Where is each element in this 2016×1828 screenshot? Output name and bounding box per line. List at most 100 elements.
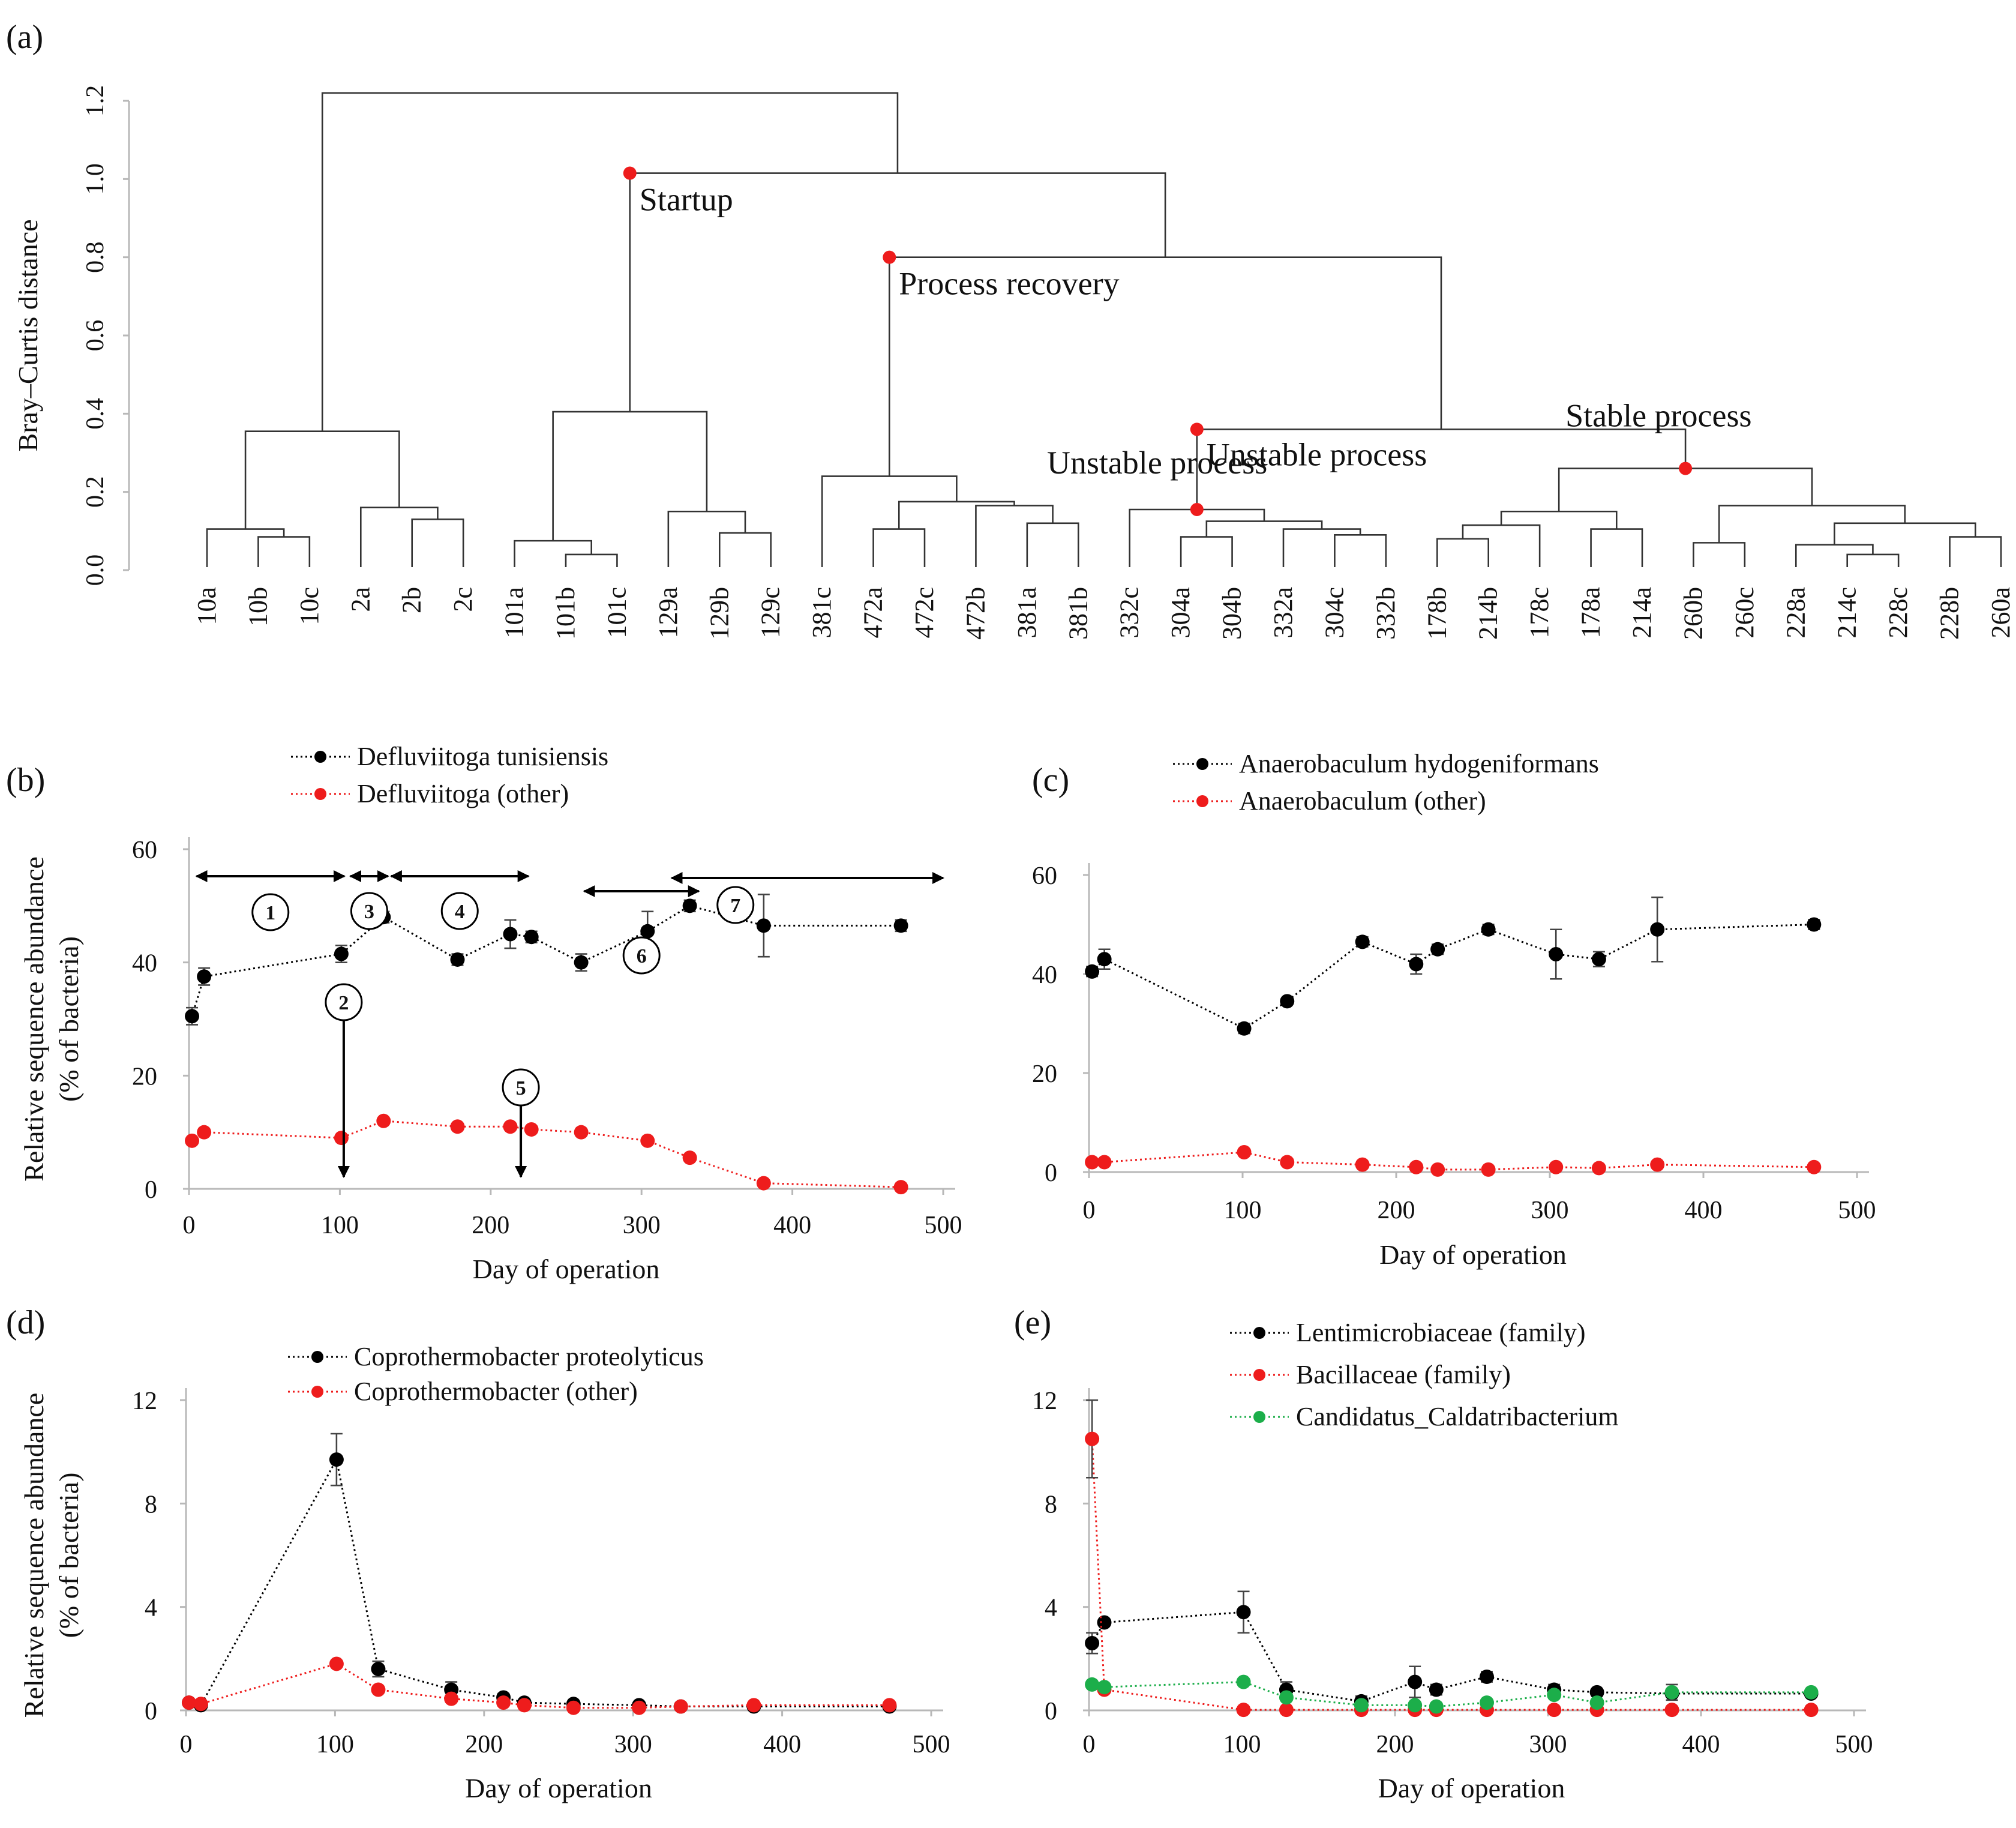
leaf-label: 332b [1371, 587, 1400, 640]
data-point [1547, 1688, 1562, 1703]
data-point [1085, 1677, 1100, 1692]
leaf-label: 214a [1627, 587, 1657, 639]
y-axis-label-line2: (% of bacteria) [53, 1473, 84, 1638]
y-tick-label: 1.2 [82, 85, 109, 117]
x-tick-label: 500 [1835, 1731, 1873, 1758]
y-tick-label: 8 [1045, 1491, 1057, 1518]
data-point [197, 969, 212, 984]
series-line [1091, 1611, 1811, 1703]
data-point [756, 918, 771, 933]
data-point [673, 1699, 688, 1714]
panel-label-b: (b) [6, 762, 45, 799]
data-point [1591, 1161, 1606, 1176]
data-point [193, 1697, 208, 1712]
panel-a-dendrogram: 0.0 0.2 0.4 0.6 0.8 1.0 1.2 Bray–Curtis distanc… [13, 85, 2015, 640]
data-point [1236, 1674, 1251, 1689]
panel-c-chart: 0 100 200 300 400 500 0 20 40 60 Day of operation A… [1032, 749, 1876, 1270]
leaf-label: 472c [910, 587, 939, 639]
phase-marker [622, 936, 661, 975]
dendrogram-branch [359, 507, 439, 567]
leaf-label: 129b [704, 587, 734, 640]
data-point [893, 918, 908, 933]
dendrogram-branch [552, 410, 708, 541]
legend-label: Anaerobaculum (other) [1239, 786, 1486, 816]
panel-b-chart: 0 100 200 300 400 500 0 20 40 60 Day of operation R… [19, 742, 962, 1284]
series-line [188, 1662, 890, 1709]
x-tick-label: 0 [1083, 1731, 1096, 1758]
y-tick-label: 0 [145, 1176, 157, 1204]
leaf-label: 10c [295, 587, 324, 625]
phase-number: 3 [364, 901, 374, 923]
y-tick-label: 0 [145, 1698, 157, 1725]
y-tick-label: 0.2 [82, 476, 109, 508]
cluster-label: Process recovery [899, 266, 1119, 302]
leaf-label: 214c [1832, 587, 1862, 639]
data-point [1237, 1021, 1252, 1036]
leaf-label: 381c [807, 587, 836, 639]
data-point [1409, 957, 1424, 972]
data-point [682, 1150, 697, 1165]
cluster-label: Stable process [1565, 398, 1751, 434]
event-number: 5 [516, 1077, 526, 1099]
data-point [1279, 1690, 1294, 1705]
legend-marker [1196, 758, 1208, 770]
data-point [1650, 922, 1665, 937]
cluster-marker [1190, 422, 1204, 436]
x-tick-label: 500 [1838, 1197, 1876, 1224]
x-tick-label: 400 [1685, 1197, 1723, 1224]
legend-marker [1253, 1369, 1265, 1381]
dendrogram-branch [1500, 510, 1618, 529]
dendrogram-branch [1949, 536, 2002, 567]
leaf-label: 260b [1678, 587, 1708, 640]
series-line [188, 1457, 890, 1708]
x-tick-label: 0 [180, 1731, 193, 1758]
leaf-label: 304b [1217, 587, 1247, 640]
series-line [1092, 1151, 1814, 1171]
data-point [1807, 1159, 1822, 1174]
leaf-label: 129a [653, 587, 683, 639]
data-point [1085, 964, 1100, 979]
legend-label: Coprothermobacter (other) [354, 1377, 638, 1406]
x-axis-label: Day of operation [1379, 1239, 1567, 1270]
dendrogram-branch [257, 536, 311, 567]
y-axis-label-line1: Relative sequence abundance [19, 856, 49, 1182]
leaf-label: 2c [448, 587, 478, 612]
dendrogram-branch [1436, 538, 1490, 567]
y-tick-label: 12 [132, 1388, 157, 1415]
phase-marker [350, 892, 388, 930]
x-tick-label: 300 [614, 1731, 652, 1758]
y-axis-label: Bray–Curtis distance [13, 219, 43, 451]
leaf-label: 2b [397, 587, 427, 613]
leaf-label: 472a [859, 587, 888, 639]
data-point [334, 946, 349, 961]
x-tick-label: 0 [183, 1212, 196, 1239]
data-point [1236, 1605, 1251, 1620]
data-point [1664, 1685, 1679, 1700]
data-point [376, 1113, 391, 1128]
data-point [496, 1695, 511, 1710]
x-tick-label: 400 [1682, 1731, 1720, 1758]
panel-e-chart: 0 100 200 300 400 500 0 4 8 12 Day of operation Len… [1032, 1318, 1873, 1803]
legend-label: Defluviitoga tunisiensis [357, 742, 608, 771]
data-point [1085, 1635, 1100, 1650]
data-point [1097, 1155, 1112, 1170]
data-point [1481, 1162, 1496, 1177]
phase-number: 7 [730, 895, 740, 917]
y-tick-label: 4 [1045, 1595, 1057, 1622]
cluster-marker [1190, 502, 1204, 516]
data-point [450, 1119, 465, 1134]
legend-label: Bacillaceae (family) [1296, 1360, 1511, 1389]
x-tick-label: 500 [913, 1731, 950, 1758]
series-line [191, 1120, 901, 1188]
dendrogram-branch [1129, 508, 1265, 567]
legend-label: Anaerobaculum hydogeniformans [1239, 749, 1599, 778]
leaf-label: 101a [500, 587, 529, 639]
dendrogram-branch [975, 505, 1054, 567]
data-point [893, 1180, 908, 1195]
cluster-label: Startup [640, 182, 733, 218]
x-tick-label: 100 [1224, 1197, 1262, 1224]
legend-marker [1253, 1327, 1265, 1339]
dendrogram-branch [206, 528, 285, 567]
x-tick-label: 200 [472, 1212, 509, 1239]
